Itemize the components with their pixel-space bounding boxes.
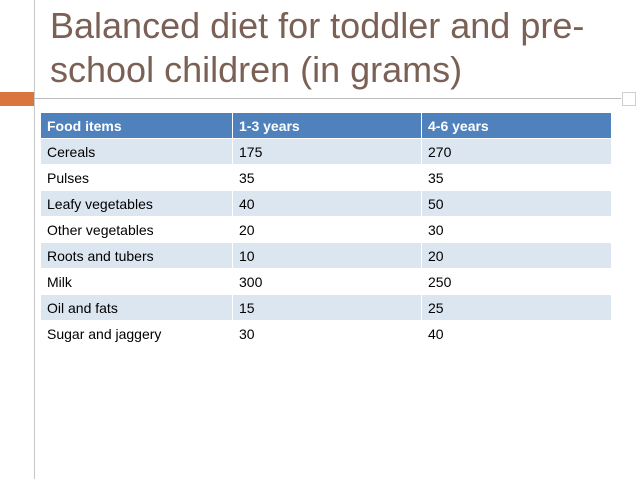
table-row: Cereals 175 270 <box>40 138 612 165</box>
food-item-cell: Oil and fats <box>40 294 233 321</box>
age-4-6-cell: 40 <box>421 320 612 347</box>
corner-square <box>622 92 636 106</box>
food-item-cell: Pulses <box>40 164 233 191</box>
food-item-cell: Leafy vegetables <box>40 190 233 217</box>
food-item-cell: Roots and tubers <box>40 242 233 269</box>
age-4-6-cell: 30 <box>421 216 612 243</box>
table-row: Sugar and jaggery 30 40 <box>40 320 612 347</box>
accent-bar <box>0 92 34 106</box>
age-4-6-cell: 50 <box>421 190 612 217</box>
age-1-3-cell: 15 <box>232 294 422 321</box>
age-1-3-cell: 40 <box>232 190 422 217</box>
food-item-cell: Sugar and jaggery <box>40 320 233 347</box>
age-1-3-cell: 20 <box>232 216 422 243</box>
age-1-3-cell: 175 <box>232 138 422 165</box>
age-1-3-cell: 300 <box>232 268 422 295</box>
title-divider <box>35 98 621 99</box>
table-row: Roots and tubers 10 20 <box>40 242 612 269</box>
table-row: Milk 300 250 <box>40 268 612 295</box>
age-4-6-cell: 35 <box>421 164 612 191</box>
age-4-6-cell: 20 <box>421 242 612 269</box>
slide-title: Balanced diet for toddler and pre-school… <box>50 5 585 90</box>
table-row: Pulses 35 35 <box>40 164 612 191</box>
header-4-6-years: 4-6 years <box>421 112 612 139</box>
table-header-row: Food items 1-3 years 4-6 years <box>40 112 612 139</box>
age-4-6-cell: 25 <box>421 294 612 321</box>
age-1-3-cell: 30 <box>232 320 422 347</box>
age-1-3-cell: 35 <box>232 164 422 191</box>
age-4-6-cell: 270 <box>421 138 612 165</box>
food-item-cell: Milk <box>40 268 233 295</box>
age-4-6-cell: 250 <box>421 268 612 295</box>
left-vertical-rule <box>34 0 35 479</box>
age-1-3-cell: 10 <box>232 242 422 269</box>
food-item-cell: Cereals <box>40 138 233 165</box>
table-row: Other vegetables 20 30 <box>40 216 612 243</box>
diet-table: Food items 1-3 years 4-6 years Cereals 1… <box>40 112 612 347</box>
header-1-3-years: 1-3 years <box>232 112 422 139</box>
table-row: Leafy vegetables 40 50 <box>40 190 612 217</box>
food-item-cell: Other vegetables <box>40 216 233 243</box>
header-food-items: Food items <box>40 112 233 139</box>
table-row: Oil and fats 15 25 <box>40 294 612 321</box>
